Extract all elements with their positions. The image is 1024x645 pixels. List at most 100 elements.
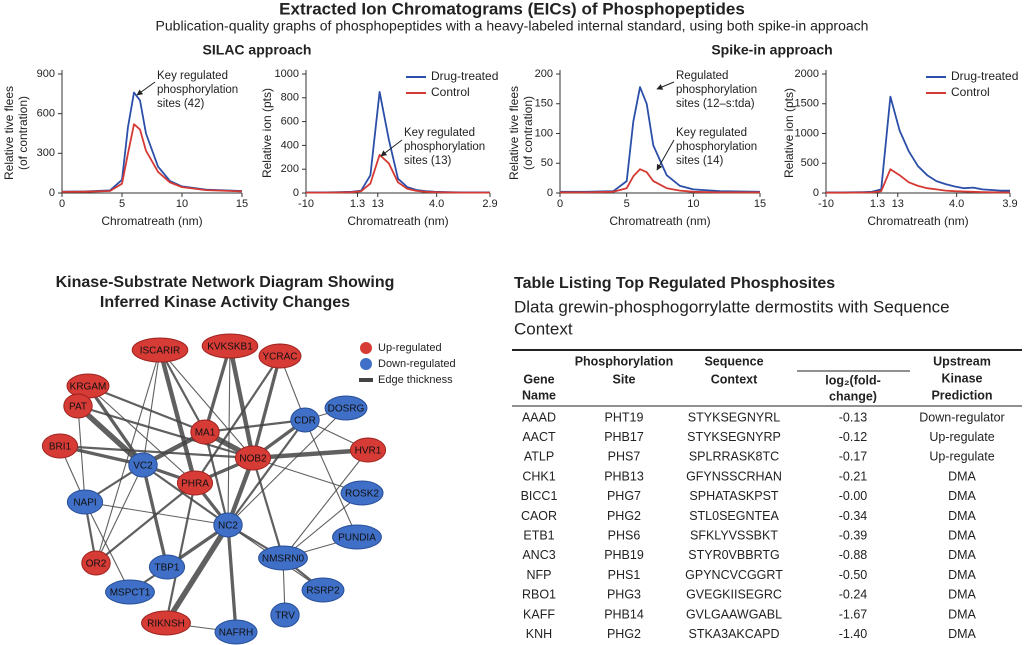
network-edge: [84, 501, 229, 526]
network-node: [349, 437, 387, 463]
column-header: log₂(fold-: [825, 373, 881, 387]
table-cell: PHG2: [607, 627, 641, 641]
node-label: RIKNSH: [147, 619, 185, 630]
column-header: Name: [522, 388, 556, 402]
network-edge: [282, 449, 369, 559]
x-tick-label: 0: [59, 198, 65, 210]
series-line: [306, 154, 490, 194]
annotation-arrow: [656, 139, 675, 171]
y-tick-label: 200: [535, 68, 553, 80]
network-title: Inferred Kinase Activity Changes: [100, 294, 350, 311]
table-cell: ETB1: [523, 528, 554, 542]
node-label: KVKSKB1: [207, 342, 253, 353]
y-tick-label: 0: [49, 187, 55, 199]
annotation: phosphorylation: [157, 84, 238, 96]
x-tick-label: 0: [557, 198, 563, 210]
x-tick-label: -10: [298, 198, 314, 210]
x-tick-label: 10: [687, 198, 699, 210]
x-tick-label: 15: [754, 198, 766, 210]
table-cell: -0.88: [839, 548, 868, 562]
network-node: [270, 602, 300, 628]
table-cell: AAAD: [522, 410, 556, 424]
annotation: sites (13): [404, 155, 451, 167]
legend-label: Drug-treated: [431, 69, 498, 83]
network-node: [176, 470, 214, 496]
table-cell: DMA: [948, 588, 976, 602]
node-label: TBP1: [154, 563, 179, 574]
node-label: PHRA: [181, 479, 209, 490]
y-tick-label: 1000: [795, 127, 819, 139]
table-cell: STYKSEGNYRP: [687, 430, 781, 444]
network-edge: [226, 524, 238, 633]
network-edge: [227, 407, 347, 526]
table-cell: PHB14: [604, 607, 644, 621]
network-node: [63, 393, 93, 419]
table-cell: DMA: [948, 509, 976, 523]
column-header: Upstream: [933, 354, 991, 368]
table-cell: AACT: [522, 430, 556, 444]
network-edge: [87, 385, 196, 484]
column-header: Phosphorylation: [575, 354, 674, 368]
figure-title: Extracted Ion Chromatograms (EICs) of Ph…: [279, 0, 745, 18]
annotation: Regulated: [676, 70, 728, 82]
network-edge: [142, 349, 161, 466]
series-line: [826, 168, 1010, 194]
table-cell: NFP: [527, 568, 552, 582]
table-cell: GPYNCVCGGRT: [685, 568, 783, 582]
table-cell: PHT19: [605, 410, 644, 424]
node-label: YCRAC: [262, 352, 297, 363]
x-tick-label: 3.9: [1002, 198, 1017, 210]
network-edge: [159, 349, 206, 433]
table-cell: PHG2: [607, 509, 641, 523]
y-tick-label: 400: [281, 139, 299, 151]
annotation: sites (42): [157, 98, 204, 110]
network-node: [340, 480, 384, 506]
y-tick-label: 900: [37, 68, 55, 80]
x-axis-label: Chromatreath (nm): [101, 214, 202, 228]
y-axis-label: Relative ion (pts): [782, 88, 796, 178]
table-cell: CAOR: [521, 509, 557, 523]
network-edge: [251, 355, 282, 459]
node-label: HVR1: [355, 446, 382, 457]
table-cell: GVLGAAWGABL: [686, 607, 782, 621]
table-cell: STKA3AKCAPD: [688, 627, 779, 641]
table-cell: -0.34: [839, 509, 868, 523]
x-tick-label: 13: [372, 198, 384, 210]
node-label: KRGAM: [70, 382, 107, 393]
table-cell: -0.50: [839, 568, 868, 582]
table-cell: SFKLYVSSBKT: [690, 528, 778, 542]
annotation-arrow: [656, 81, 675, 90]
x-tick-label: 1.3: [870, 198, 885, 210]
series-line: [61, 91, 243, 193]
network-edge: [76, 403, 145, 468]
x-tick-label: 10: [176, 198, 188, 210]
table-cell: DMA: [948, 607, 976, 621]
y-tick-label: 600: [37, 108, 55, 120]
node-label: NAFRH: [219, 628, 253, 639]
legend-label: Drug-treated: [951, 69, 1018, 83]
legend-label: Up-regulated: [378, 342, 442, 354]
table-cell: KAFF: [523, 607, 555, 621]
x-tick-label: 5: [624, 198, 630, 210]
y-tick-label: 50: [541, 157, 553, 169]
network-edge: [77, 404, 254, 460]
x-axis-label: Chromatreath (nm): [347, 214, 448, 228]
network-node: [105, 579, 155, 605]
node-label: RSRP2: [306, 586, 340, 597]
table-cell: DMA: [948, 627, 976, 641]
network-edge: [163, 523, 231, 625]
node-label: NMSRN0: [262, 554, 305, 565]
annotation: phosphorylation: [404, 141, 485, 153]
annotation: phosphorylation: [676, 84, 757, 96]
legend-swatch: [360, 358, 372, 370]
node-label: OR2: [86, 559, 107, 570]
table-cell: RBO1: [522, 588, 556, 602]
x-axis-label: Chromatreath (nm): [609, 214, 710, 228]
network-node: [128, 452, 158, 478]
table-cell: STYR0VBBRTG: [688, 548, 779, 562]
table-cell: GVEGKIISEGRC: [686, 588, 782, 602]
network-edge: [59, 444, 254, 460]
network-node: [148, 554, 186, 580]
annotation: sites (12–s:tda): [676, 98, 755, 110]
